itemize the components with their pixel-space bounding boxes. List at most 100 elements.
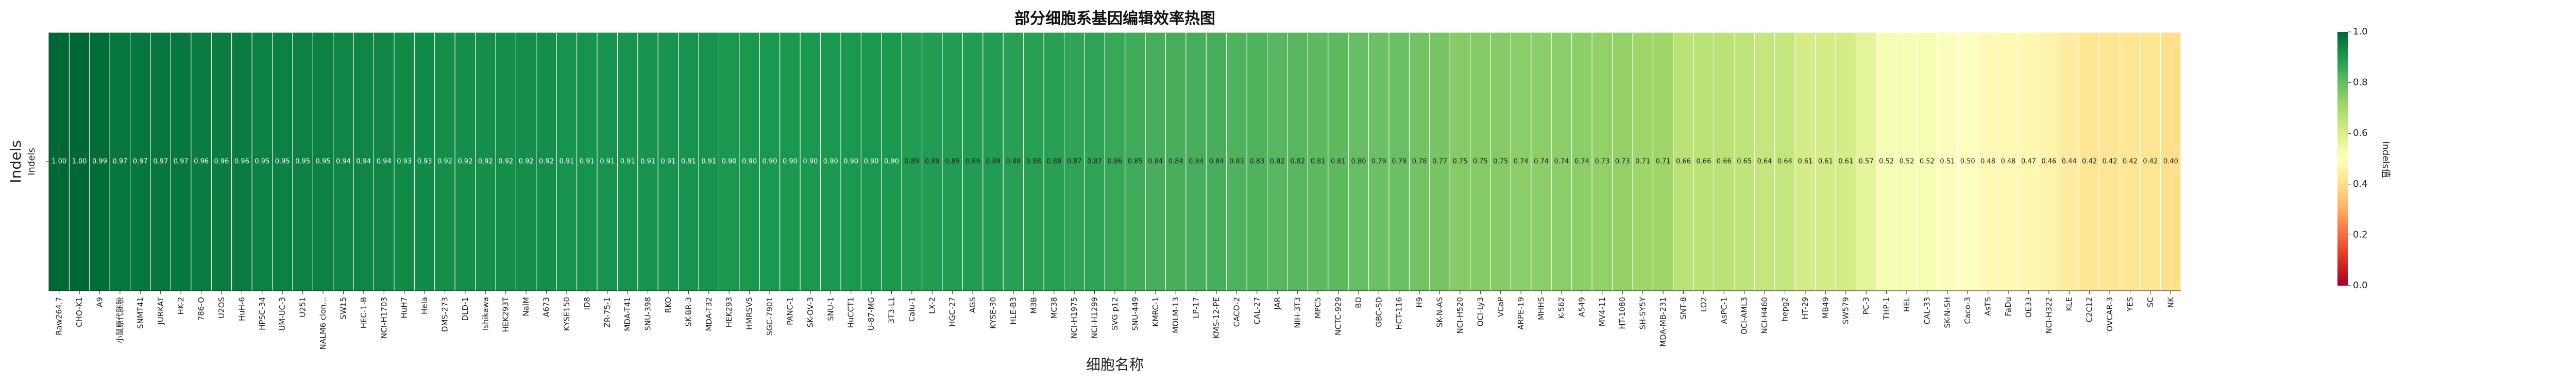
x-tick-label: HuH7 — [400, 297, 409, 319]
x-tick-label: YES — [2125, 297, 2134, 312]
cell-value-label: 0.79 — [1392, 158, 1406, 166]
heatmap-cell — [1063, 32, 1085, 291]
heatmap-cell — [1754, 32, 1775, 291]
chart-title: 部分细胞系基因编辑效率热图 — [1014, 10, 1215, 28]
x-tick-label: LX-2 — [927, 297, 937, 314]
cell-value-label: 0.91 — [580, 158, 595, 166]
x-tick-label: HEK293 — [724, 297, 734, 327]
cell-value-label: 0.42 — [2103, 158, 2117, 166]
heatmap-cell — [1835, 32, 1856, 291]
x-tick-label: M3B — [1029, 297, 1038, 314]
heatmap-cell — [617, 32, 638, 291]
heatmap-cell — [1328, 32, 1349, 291]
x-axis-label: 细胞名称 — [1086, 356, 1144, 373]
cell-value-label: 0.95 — [295, 158, 310, 166]
cell-value-label: 0.84 — [1209, 158, 1224, 166]
cell-value-label: 0.61 — [1818, 158, 1833, 166]
heatmap-cell — [2059, 32, 2080, 291]
cell-value-label: 0.96 — [194, 158, 209, 166]
x-tick-label: OCI-AML3 — [1740, 297, 1749, 335]
colorbar — [2337, 32, 2348, 286]
x-tick-label: A549 — [1577, 297, 1586, 317]
cell-value-label: 0.91 — [701, 158, 716, 166]
x-tick-label: NCTC-929 — [1334, 297, 1343, 336]
cell-value-label: 0.52 — [1920, 158, 1935, 166]
heatmap-cell — [820, 32, 841, 291]
cell-value-label: 0.73 — [1595, 158, 1609, 166]
cell-value-label: 0.89 — [965, 158, 980, 166]
x-tick-label: MV4-11 — [1598, 297, 1607, 326]
cell-value-label: 0.84 — [1168, 158, 1183, 166]
cell-value-label: 0.92 — [539, 158, 554, 166]
cell-value-label: 0.94 — [336, 158, 351, 166]
heatmap-cell — [1531, 32, 1552, 291]
x-tick-label: THP-1 — [1882, 297, 1891, 320]
x-tick-label: MDA-T41 — [623, 297, 632, 331]
heatmap-cell — [597, 32, 618, 291]
cell-value-label: 0.44 — [2062, 158, 2077, 166]
x-tick-label: HT-1080 — [1618, 297, 1627, 329]
cell-value-label: 0.87 — [1087, 158, 1102, 166]
heatmap-cell — [1673, 32, 1694, 291]
x-tick-label: SGC-7901 — [765, 297, 774, 336]
cell-value-label: 0.91 — [620, 158, 635, 166]
cell-value-label: 0.95 — [316, 158, 331, 166]
x-tick-label: C2C12 — [2085, 297, 2094, 323]
heatmap-cell — [1591, 32, 1613, 291]
cell-value-label: 0.92 — [437, 158, 452, 166]
heatmap-cell — [1490, 32, 1511, 291]
cell-value-label: 0.89 — [945, 158, 960, 166]
cell-value-label: 0.66 — [1696, 158, 1711, 166]
heatmap-cell — [2120, 32, 2141, 291]
cell-value-label: 0.75 — [1493, 158, 1508, 166]
heatmap-cell — [475, 32, 496, 291]
x-tick-label: NCI-H460 — [1760, 297, 1769, 334]
cell-value-label: 0.87 — [1067, 158, 1082, 166]
x-tick-label: SVG p12 — [1110, 297, 1120, 330]
x-tick-label: DMS-273 — [440, 297, 449, 332]
cell-value-label: 0.97 — [174, 158, 189, 166]
x-tick-label: KYSE-30 — [989, 297, 998, 329]
x-tick-label: KMRC-1 — [1151, 297, 1160, 327]
cell-value-label: 0.91 — [661, 158, 676, 166]
x-tick-label: VCaP — [1496, 297, 1505, 317]
heatmap-cell — [1104, 32, 1126, 291]
heatmap-cell — [1937, 32, 1958, 291]
x-tick-label: LO2 — [1699, 297, 1708, 312]
cell-value-label: 0.80 — [1351, 158, 1366, 166]
cell-value-label: 0.61 — [1798, 158, 1812, 166]
heatmap-cell — [414, 32, 435, 291]
cell-value-label: 0.66 — [1717, 158, 1732, 166]
cell-value-label: 0.48 — [2001, 158, 2016, 166]
cell-value-label: 0.91 — [559, 158, 574, 166]
cell-value-label: 0.61 — [1838, 158, 1853, 166]
heatmap-cell — [2018, 32, 2039, 291]
colorbar-tick-label: 0.4 — [2353, 179, 2368, 189]
cell-value-label: 0.89 — [986, 158, 1001, 166]
heatmap-cell — [1551, 32, 1572, 291]
x-tick-label: NalM — [521, 297, 531, 317]
heatmap-cell — [495, 32, 516, 291]
cell-value-label: 0.64 — [1757, 158, 1772, 166]
x-tick-label: PC-3 — [1861, 297, 1871, 314]
heatmap-cell — [1429, 32, 1450, 291]
x-tick-label: HEK293T — [501, 296, 511, 332]
cell-value-label: 0.84 — [1148, 158, 1163, 166]
x-tick-label: SW15 — [338, 297, 348, 319]
heatmap-cell — [759, 32, 781, 291]
cell-value-label: 0.89 — [925, 158, 940, 166]
x-tick-label: 3T3-L1 — [887, 297, 896, 324]
heatmap-cell — [1571, 32, 1592, 291]
x-tick-label: NK — [2166, 296, 2175, 308]
x-tick-label: SNU-449 — [1130, 297, 1140, 331]
heatmap-cell — [577, 32, 598, 291]
cell-value-label: 0.93 — [397, 158, 412, 166]
cell-value-label: 0.92 — [478, 158, 493, 166]
cell-value-label: 0.84 — [1189, 158, 1204, 166]
cell-value-label: 0.47 — [2021, 158, 2036, 166]
x-tick-label: AsTS — [1984, 297, 1993, 316]
cell-value-label: 0.97 — [133, 158, 148, 166]
heatmap-cell — [1957, 32, 1978, 291]
heatmap-cell — [130, 32, 151, 291]
cell-value-label: 0.88 — [1006, 158, 1021, 166]
